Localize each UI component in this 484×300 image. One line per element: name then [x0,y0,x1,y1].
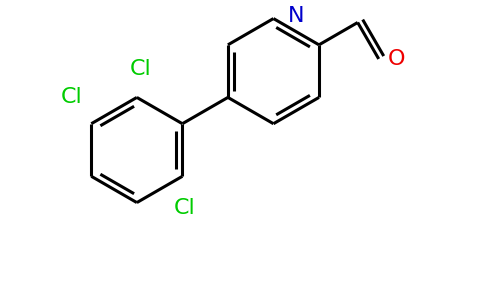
Text: N: N [288,6,304,26]
Text: O: O [388,49,406,69]
Text: Cl: Cl [60,87,82,107]
Text: Cl: Cl [174,198,196,218]
Text: Cl: Cl [130,59,152,79]
